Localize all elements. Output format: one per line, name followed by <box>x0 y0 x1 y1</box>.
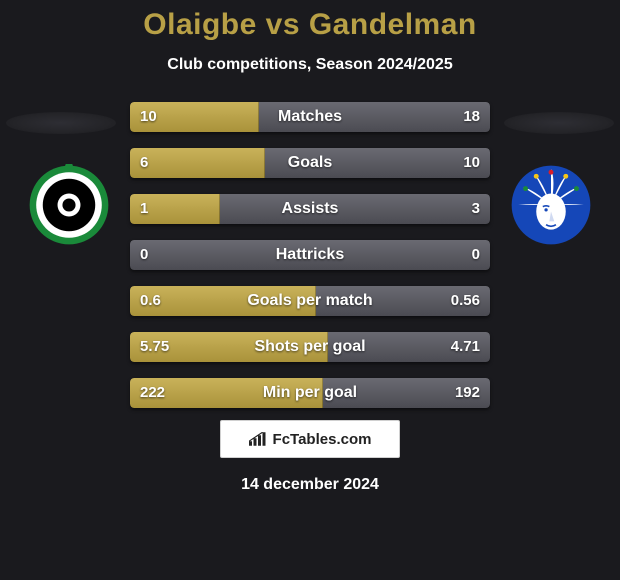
stat-bar-left <box>130 378 323 408</box>
stat-row: 0.60.56Goals per match <box>130 286 490 316</box>
stat-bar-left <box>130 286 316 316</box>
stat-bar-left <box>130 194 220 224</box>
stat-row: 5.754.71Shots per goal <box>130 332 490 362</box>
bar-chart-icon <box>249 432 267 446</box>
stat-row: 222192Min per goal <box>130 378 490 408</box>
stat-bar-left <box>130 332 328 362</box>
stat-bar-right <box>220 194 490 224</box>
stat-bar-right <box>328 332 490 362</box>
branding-badge[interactable]: FcTables.com <box>220 420 400 458</box>
stat-bar-right <box>265 148 490 178</box>
stat-bar-right <box>259 102 490 132</box>
branding-text: FcTables.com <box>273 431 372 448</box>
stat-row: 00Hattricks <box>130 240 490 270</box>
stat-row: 610Goals <box>130 148 490 178</box>
stat-row: 13Assists <box>130 194 490 224</box>
cercle-brugge-icon <box>28 164 110 246</box>
page-title: Olaigbe vs Gandelman <box>0 8 620 42</box>
main-area: 1018Matches 610Goals 13Assists 00Hattricks 0… <box>0 102 620 412</box>
subtitle: Club competitions, Season 2024/2025 <box>0 56 620 74</box>
stat-row: 1018Matches <box>130 102 490 132</box>
player-shadow-right <box>504 112 614 134</box>
stat-bar-left <box>130 102 259 132</box>
gent-icon <box>510 164 592 246</box>
stat-bar-right <box>130 240 490 270</box>
stat-bar-right <box>316 286 490 316</box>
stat-bars: 1018Matches 610Goals 13Assists 00Hattricks 0… <box>130 102 490 424</box>
stat-bar-left <box>130 148 265 178</box>
team-logo-right <box>510 164 592 246</box>
team-logo-left <box>28 164 110 246</box>
date-text: 14 december 2024 <box>0 476 620 494</box>
comparison-card: Olaigbe vs Gandelman Club competitions, … <box>0 0 620 494</box>
stat-bar-right <box>323 378 490 408</box>
player-shadow-left <box>6 112 116 134</box>
